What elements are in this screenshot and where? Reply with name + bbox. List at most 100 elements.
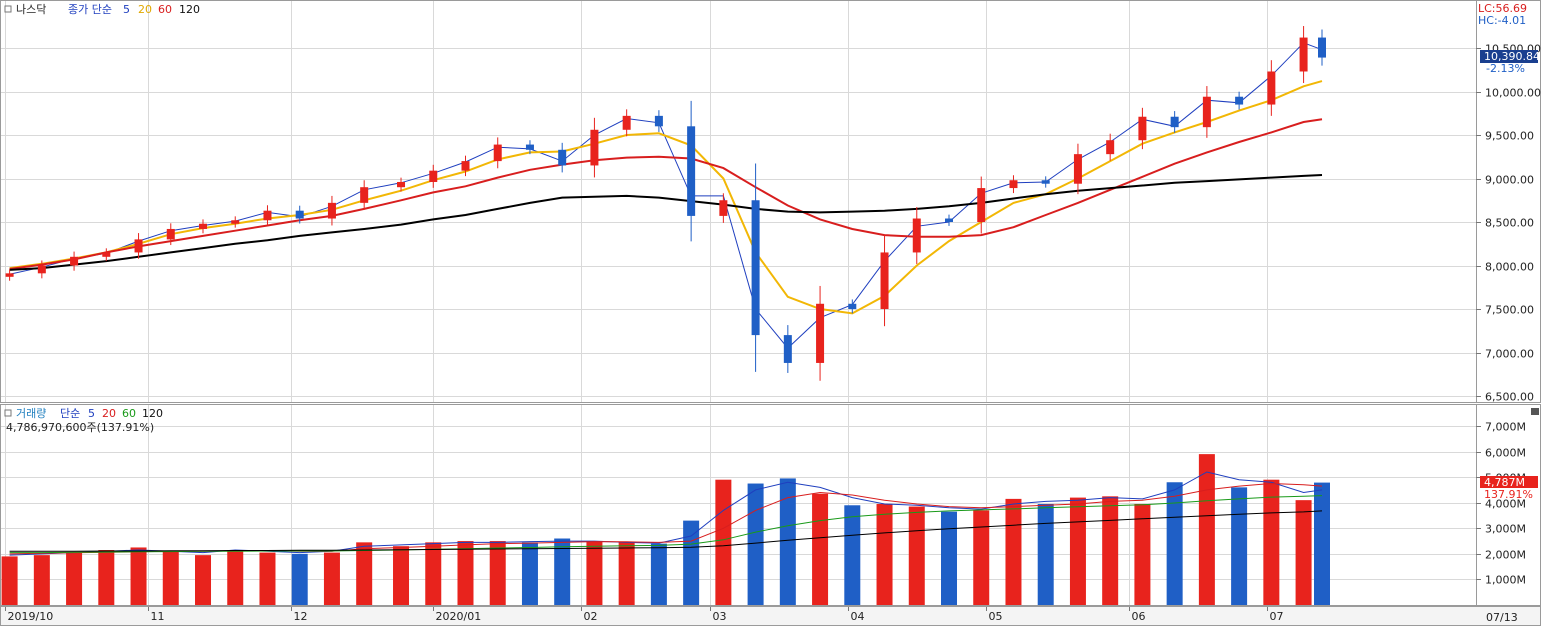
candle[interactable] <box>397 177 406 192</box>
volume-bar[interactable] <box>1005 498 1022 605</box>
candle-body-up <box>1299 37 1308 72</box>
volume-bar[interactable] <box>291 553 308 605</box>
volume-bar[interactable] <box>1263 479 1280 605</box>
volume-bar[interactable] <box>1295 500 1312 605</box>
candle[interactable] <box>1299 26 1308 84</box>
volume-bar[interactable] <box>1166 482 1183 605</box>
volume-bar[interactable] <box>1037 503 1054 605</box>
candle[interactable] <box>231 216 240 228</box>
candle[interactable] <box>199 219 208 234</box>
candle-body-up <box>199 223 208 229</box>
volume-bar[interactable] <box>195 555 212 605</box>
volume-bar[interactable] <box>618 542 635 605</box>
volume-bar[interactable] <box>130 547 147 605</box>
candle[interactable] <box>493 137 502 169</box>
candle[interactable] <box>687 100 696 242</box>
candle-body-up <box>263 210 272 221</box>
volume-bar[interactable] <box>554 538 571 605</box>
price-panel-frame <box>0 0 1477 403</box>
candle[interactable] <box>977 176 986 234</box>
candle[interactable] <box>166 223 175 246</box>
volume-bar[interactable] <box>1231 487 1248 605</box>
volume-bar[interactable] <box>1134 503 1151 605</box>
volume-bar[interactable] <box>1314 482 1330 605</box>
volume-bar[interactable] <box>876 503 893 605</box>
volume-bar[interactable] <box>715 479 732 605</box>
collapse-panel-button[interactable] <box>1531 408 1539 415</box>
volume-bar[interactable] <box>683 520 700 605</box>
volume-bar[interactable] <box>98 550 115 605</box>
candle[interactable] <box>1041 176 1050 188</box>
volume-bar[interactable] <box>227 550 244 605</box>
candle[interactable] <box>783 325 792 373</box>
candle[interactable] <box>751 163 760 372</box>
candle[interactable] <box>1073 143 1082 195</box>
candle[interactable] <box>945 214 954 226</box>
candle-body-up <box>1138 116 1147 141</box>
candle[interactable] <box>1318 29 1326 66</box>
volume-bar[interactable] <box>941 511 958 605</box>
volume-bar[interactable] <box>457 541 474 605</box>
candle[interactable] <box>429 164 438 188</box>
candle[interactable] <box>1267 60 1276 116</box>
candle[interactable] <box>816 285 825 381</box>
volume-bar[interactable] <box>425 542 442 605</box>
candle[interactable] <box>1138 107 1147 150</box>
volume-bar[interactable] <box>1102 496 1119 605</box>
candle-body-up <box>5 273 14 277</box>
price-axis-ticks: 10,500.0010,000.009,500.009,000.008,500.… <box>1476 43 1541 404</box>
candle[interactable] <box>1202 86 1211 138</box>
volume-bar[interactable] <box>1069 497 1086 605</box>
candle[interactable] <box>5 269 14 281</box>
candle[interactable] <box>622 109 631 137</box>
candle[interactable] <box>719 193 728 223</box>
volume-menu-icon[interactable] <box>4 409 12 417</box>
volume-bar[interactable] <box>1 556 18 605</box>
volume-bar[interactable] <box>323 552 340 605</box>
volume-bar[interactable] <box>650 543 667 605</box>
volume-bar[interactable] <box>844 505 861 605</box>
candle[interactable] <box>327 195 336 226</box>
volume-bar[interactable] <box>747 483 764 605</box>
candle[interactable] <box>1170 111 1179 133</box>
candle[interactable] <box>558 142 567 173</box>
volume-ma-120-label: 120 <box>142 407 163 420</box>
candle[interactable] <box>102 248 111 261</box>
candle[interactable] <box>360 180 369 210</box>
volume-bar[interactable] <box>812 493 829 605</box>
candle[interactable] <box>1106 133 1115 161</box>
candle[interactable] <box>848 299 857 314</box>
candle-body-up <box>397 181 406 188</box>
candle[interactable] <box>263 205 272 226</box>
volume-bar[interactable] <box>162 551 179 605</box>
volume-bar[interactable] <box>356 542 373 605</box>
price-tick-label: 9,000.00 <box>1485 174 1534 187</box>
volume-bar[interactable] <box>779 478 796 605</box>
candle[interactable] <box>295 205 304 224</box>
volume-bar[interactable] <box>521 542 538 605</box>
volume-bar[interactable] <box>33 555 50 605</box>
candle[interactable] <box>134 233 143 259</box>
candle[interactable] <box>590 117 599 178</box>
volume-bar[interactable] <box>259 552 276 605</box>
volume-bar[interactable] <box>393 546 410 605</box>
panel-menu-icon[interactable] <box>4 5 12 13</box>
volume-bar[interactable] <box>1198 454 1215 605</box>
candle[interactable] <box>70 251 79 271</box>
volume-bar[interactable] <box>973 510 990 605</box>
volume-bar[interactable] <box>908 506 925 605</box>
candle[interactable] <box>880 235 889 327</box>
candle[interactable] <box>37 260 46 279</box>
candle[interactable] <box>1235 91 1244 110</box>
candle[interactable] <box>461 155 470 177</box>
volume-bar[interactable] <box>489 541 506 605</box>
volume-bar[interactable] <box>586 541 603 605</box>
volume-ma-60-label: 60 <box>122 407 136 420</box>
candle[interactable] <box>912 206 921 264</box>
candle[interactable] <box>525 140 534 155</box>
volume-bar[interactable] <box>66 552 83 605</box>
candle[interactable] <box>1009 175 1018 194</box>
candle[interactable] <box>654 110 663 132</box>
